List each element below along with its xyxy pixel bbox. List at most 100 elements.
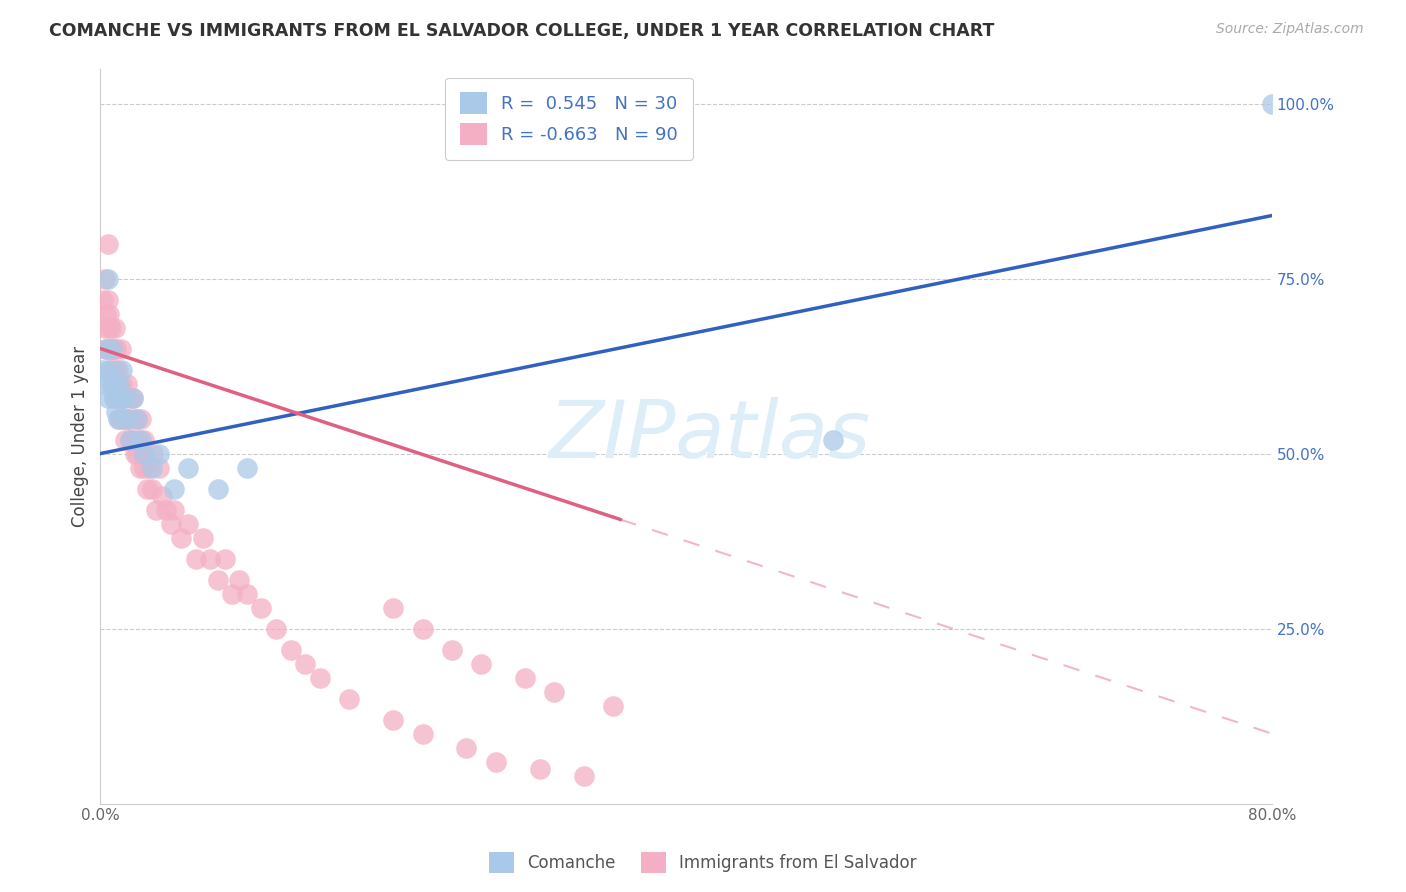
Point	[382, 600, 405, 615]
Point	[127, 433, 149, 447]
Point	[141, 482, 163, 496]
Point	[118, 433, 141, 447]
Point	[207, 573, 229, 587]
Point	[1261, 96, 1284, 111]
Point	[96, 342, 118, 356]
Point	[103, 391, 125, 405]
Text: ZIPatlas: ZIPatlas	[548, 397, 870, 475]
Point	[122, 433, 145, 447]
Point	[572, 769, 595, 783]
Point	[124, 446, 146, 460]
Point	[101, 342, 124, 356]
Point	[125, 411, 148, 425]
Point	[104, 320, 127, 334]
Point	[98, 307, 121, 321]
Point	[485, 755, 508, 769]
Point	[128, 460, 150, 475]
Point	[170, 531, 193, 545]
Point	[602, 698, 624, 713]
Point	[93, 376, 115, 391]
Point	[97, 293, 120, 307]
Point	[112, 391, 135, 405]
Point	[236, 586, 259, 600]
Point	[108, 411, 131, 425]
Point	[107, 411, 129, 425]
Point	[177, 460, 200, 475]
Point	[412, 726, 434, 740]
Point	[221, 586, 243, 600]
Point	[120, 433, 142, 447]
Point	[440, 642, 463, 657]
Point	[112, 391, 135, 405]
Point	[228, 573, 250, 587]
Point	[513, 671, 536, 685]
Point	[134, 433, 156, 447]
Point	[108, 376, 131, 391]
Point	[97, 391, 120, 405]
Point	[142, 446, 165, 460]
Point	[107, 391, 129, 405]
Y-axis label: College, Under 1 year: College, Under 1 year	[72, 345, 89, 526]
Point	[101, 376, 124, 391]
Point	[456, 740, 478, 755]
Point	[155, 502, 177, 516]
Text: Source: ZipAtlas.com: Source: ZipAtlas.com	[1216, 22, 1364, 37]
Point	[97, 342, 120, 356]
Point	[207, 482, 229, 496]
Point	[111, 376, 134, 391]
Point	[131, 433, 153, 447]
Point	[121, 391, 143, 405]
Point	[141, 460, 163, 475]
Text: COMANCHE VS IMMIGRANTS FROM EL SALVADOR COLLEGE, UNDER 1 YEAR CORRELATION CHART: COMANCHE VS IMMIGRANTS FROM EL SALVADOR …	[49, 22, 994, 40]
Point	[162, 482, 184, 496]
Point	[136, 482, 159, 496]
Point	[121, 391, 143, 405]
Point	[104, 376, 127, 391]
Point	[111, 411, 134, 425]
Point	[543, 684, 565, 698]
Point	[148, 460, 170, 475]
Point	[98, 362, 121, 376]
Point	[115, 411, 138, 425]
Point	[134, 446, 156, 460]
Point	[382, 713, 405, 727]
Point	[280, 642, 302, 657]
Point	[138, 460, 160, 475]
Point	[115, 411, 138, 425]
Point	[131, 411, 153, 425]
Point	[98, 320, 121, 334]
Point	[159, 516, 181, 531]
Point	[103, 391, 125, 405]
Point	[264, 622, 287, 636]
Point	[105, 376, 128, 391]
Point	[115, 376, 138, 391]
Point	[162, 502, 184, 516]
Point	[91, 293, 114, 307]
Point	[105, 342, 128, 356]
Legend: R =  0.545   N = 30, R = -0.663   N = 90: R = 0.545 N = 30, R = -0.663 N = 90	[446, 78, 693, 160]
Point	[114, 433, 136, 447]
Point	[97, 271, 120, 285]
Point	[97, 236, 120, 251]
Point	[111, 362, 134, 376]
Point	[91, 362, 114, 376]
Point	[132, 446, 155, 460]
Point	[198, 551, 221, 566]
Point	[184, 551, 207, 566]
Point	[104, 342, 127, 356]
Point	[110, 391, 132, 405]
Point	[103, 362, 125, 376]
Point	[177, 516, 200, 531]
Point	[101, 342, 124, 356]
Point	[337, 691, 360, 706]
Point	[100, 342, 122, 356]
Point	[294, 657, 316, 671]
Point	[148, 446, 170, 460]
Point	[191, 531, 214, 545]
Point	[121, 411, 143, 425]
Point	[309, 671, 332, 685]
Point	[93, 320, 115, 334]
Point	[100, 376, 122, 391]
Point	[110, 342, 132, 356]
Point	[125, 446, 148, 460]
